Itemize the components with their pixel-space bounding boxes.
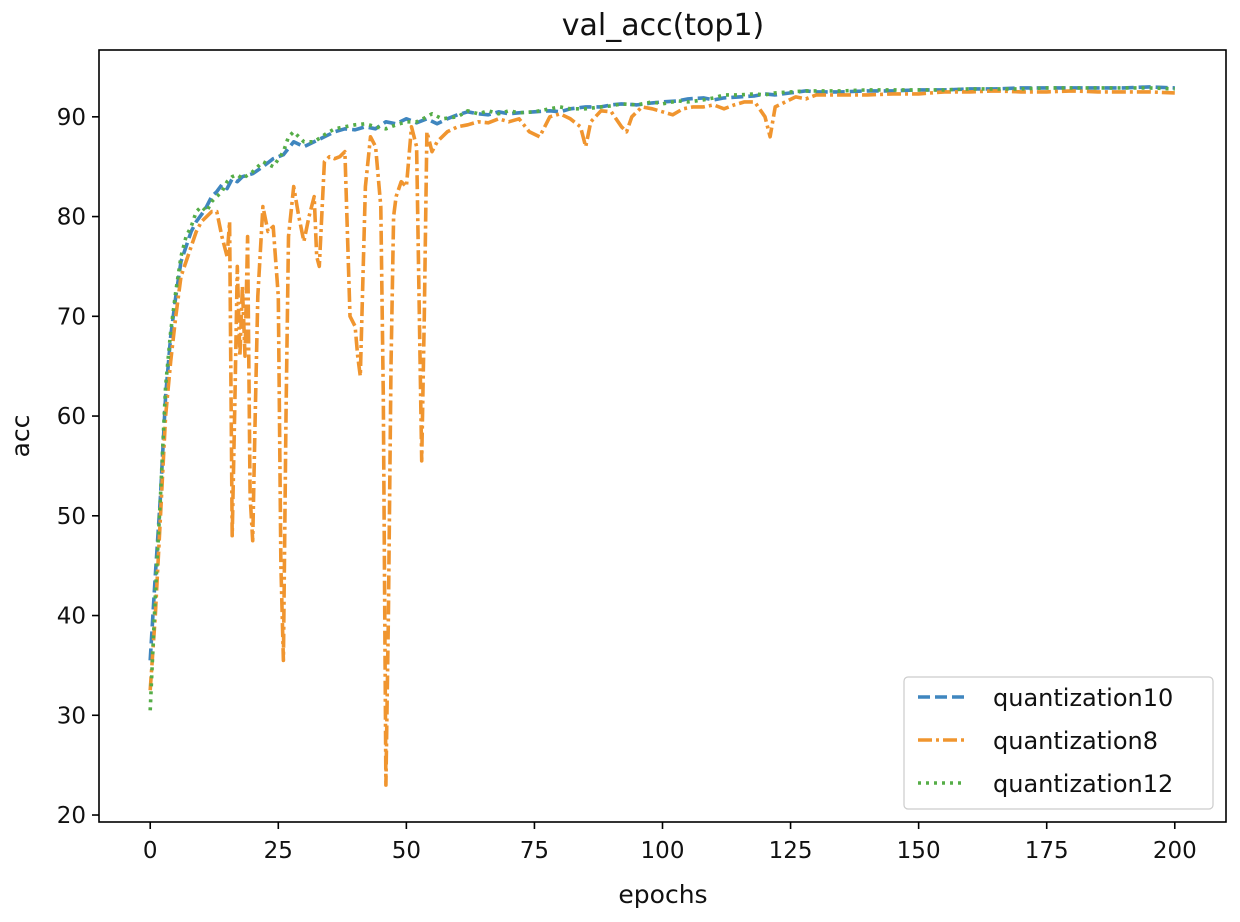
legend-label-quantization8: quantization8 [993, 727, 1158, 755]
y-tick-label: 40 [57, 604, 86, 630]
y-tick-label: 30 [57, 703, 86, 729]
x-axis-ticks: 0 25 50 75 100 125 150 175 200 [143, 822, 1197, 864]
x-tick-label: 125 [769, 838, 813, 864]
legend-items: quantization10 quantization8 quantization1… [918, 684, 1173, 798]
x-axis-label: epochs [618, 880, 707, 909]
x-tick-label: 175 [1025, 838, 1069, 864]
series-line-quantization8 [148, 89, 1175, 787]
y-tick-label: 90 [57, 105, 86, 131]
x-tick-label: 150 [897, 838, 941, 864]
legend-box [903, 676, 1214, 810]
chart-title: val_acc(top1) [562, 8, 765, 43]
y-tick-label: 80 [57, 205, 86, 231]
x-tick-label: 0 [143, 838, 158, 864]
x-tick-label: 75 [520, 838, 549, 864]
y-tick-label: 50 [57, 504, 86, 530]
y-tick-label: 60 [57, 404, 86, 430]
y-axis-label: acc [6, 415, 35, 458]
legend: quantization10 quantization8 quantization1… [903, 676, 1214, 810]
y-tick-label: 20 [57, 803, 86, 829]
y-tick-label: 70 [57, 304, 86, 330]
legend-label-quantization12: quantization12 [993, 770, 1173, 798]
x-tick-label: 50 [392, 838, 421, 864]
series-layer [148, 85, 1175, 787]
x-tick-label: 25 [264, 838, 293, 864]
legend-label-quantization10: quantization10 [993, 684, 1173, 712]
series-line-quantization10 [148, 85, 1175, 661]
x-tick-label: 100 [641, 838, 685, 864]
y-axis-ticks: 20 30 40 50 60 70 80 90 [57, 105, 99, 829]
x-tick-label: 200 [1153, 838, 1197, 864]
